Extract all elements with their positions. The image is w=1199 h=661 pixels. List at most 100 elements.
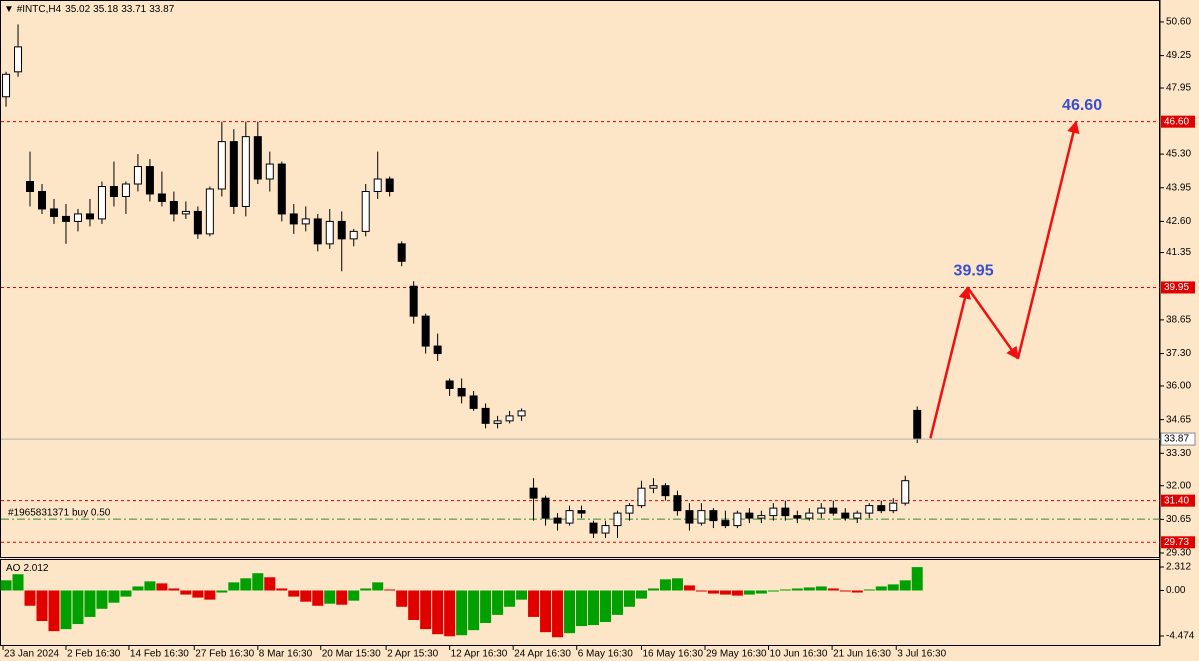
candle-body [613,512,622,527]
candle-body [517,410,526,417]
candle-body [14,46,23,73]
ao-bar [228,582,240,591]
candle-body [337,220,346,240]
ao-bar [564,590,576,634]
x-tick-label: 10 Jun 16:30 [770,649,828,660]
ao-bar [468,590,480,631]
ao-bar [683,585,695,591]
ao-bar [671,578,683,591]
ao-bar [528,590,540,617]
ao-tick-label: -4.474 [1166,631,1195,642]
candle-body [913,409,922,440]
candle-body [841,512,850,519]
candle-body [901,480,910,504]
ao-bar [851,590,863,593]
candle-body [469,395,478,409]
y-tick-label: 36.00 [1166,381,1191,392]
candle-body [805,512,814,519]
x-tick-label: 21 Jun 16:30 [833,649,891,660]
ao-bar [300,590,312,602]
candle-body [301,218,310,225]
candle-body [97,186,106,220]
candle-body [85,213,94,220]
ao-bar [240,578,252,591]
candle-body [457,387,466,397]
candle-body [73,213,82,222]
ao-bar [695,590,707,592]
ao-bar [480,590,492,624]
candle-body [589,522,598,534]
close: 33.87 [149,4,174,15]
candle-body [229,141,238,207]
candle-body [26,181,35,192]
ao-bar [456,590,468,636]
level-label: 39.95 [1164,282,1189,293]
ao-bar [252,573,264,591]
ao-bar [552,590,564,638]
candle-body [565,510,574,524]
candle-body [817,507,826,514]
ao-bar [719,590,731,595]
forecast-arrow [1016,120,1080,359]
ao-bar [516,590,528,600]
candle-body [361,190,370,232]
x-tick-label: 6 May 16:30 [578,649,633,660]
ao-bar [815,586,827,591]
ao-bar [635,590,647,599]
candle-body [38,190,47,210]
ao-bar [348,590,360,601]
candle-body [109,186,118,197]
candle-body [397,243,406,262]
ao-bar [180,590,192,595]
ao-bar [216,590,228,593]
ao-bar [911,567,923,591]
y-tick-label: 32.00 [1166,480,1191,491]
indicator-name: AO [6,563,21,574]
candle-body [265,163,274,180]
ao-bar [108,590,120,603]
candle-body [601,525,610,534]
ao-bar [887,584,899,591]
candle-body [757,515,766,519]
candle-body [697,510,706,524]
candle-body [169,200,178,215]
x-tick-label: 24 Apr 16:30 [514,649,571,660]
plot: 50.60 49.25 47.95 45.30 43.95 42.60 41.35 38.65… [0,17,1196,660]
y-tick-label: 34.65 [1166,414,1191,425]
candle-body [769,507,778,517]
header-arrow: ▼ [4,4,17,15]
candle-body [793,515,802,519]
ao-bar [264,577,276,591]
ao-bar [12,574,24,591]
ao-bar [360,588,372,591]
ao-bar [611,590,623,615]
candle-body [637,487,646,507]
candle-body [241,136,250,207]
ao-bar [156,583,168,591]
candle-body [433,345,442,355]
x-tick-label: 20 Mar 15:30 [322,649,381,660]
candle-body [145,166,154,195]
candle-body [493,420,502,424]
forecast-arrow [929,286,971,439]
candle-body [745,512,754,519]
ao-bar [144,581,156,591]
ao-bar [72,590,84,625]
candle-body [553,517,562,524]
candle-body [541,497,550,519]
ao-bar [875,586,887,591]
ao-bar [408,590,420,620]
ao-bar [60,590,72,630]
candle-body [61,215,70,222]
ao-bar [899,580,911,591]
level-label: 46.60 [1164,116,1189,127]
ao-bar [791,588,803,591]
candle-body [277,163,286,215]
candle-body [289,213,298,225]
x-tick-label: 8 Mar 16:30 [259,649,313,660]
ao-bar [36,590,48,621]
candle-body [2,73,11,98]
ao-bar [827,588,839,591]
